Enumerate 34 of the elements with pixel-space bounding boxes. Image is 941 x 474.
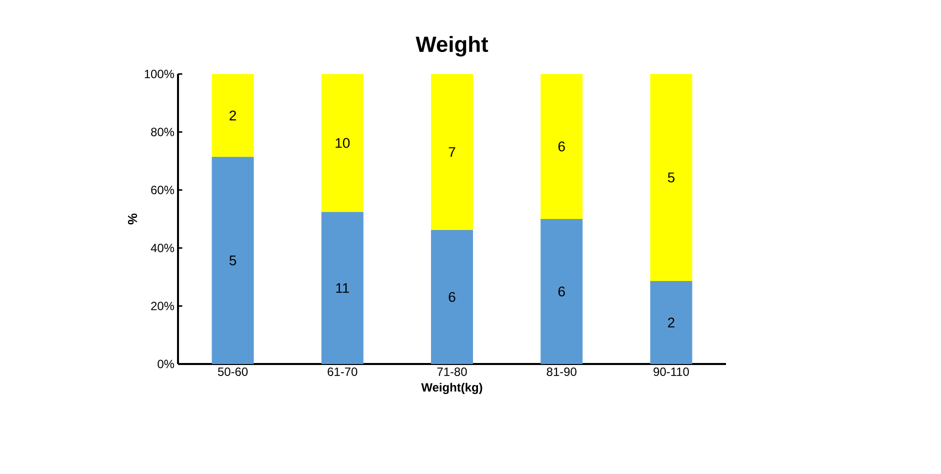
x-tick-label: 61-70 bbox=[328, 368, 358, 376]
bar bbox=[540, 218, 583, 364]
x-tick-label: 71-80 bbox=[437, 368, 467, 376]
bar bbox=[431, 74, 474, 230]
bar bbox=[650, 281, 692, 364]
bar bbox=[212, 156, 254, 364]
y-tick-label: 40% bbox=[150, 244, 174, 252]
annotation: 6 bbox=[558, 286, 565, 296]
annotation: 11 bbox=[336, 283, 349, 293]
x-tick-label: 50-60 bbox=[218, 368, 248, 376]
annotation: 6 bbox=[448, 292, 456, 302]
annotation: 6 bbox=[558, 142, 565, 152]
annotation: 2 bbox=[230, 110, 236, 120]
x-axis-title: Weight(kg) bbox=[421, 382, 482, 394]
bar bbox=[650, 74, 692, 282]
chart-title: Weight bbox=[416, 36, 488, 56]
x-tick-label: 90-110 bbox=[654, 368, 689, 376]
y-axis-title: % bbox=[128, 214, 138, 224]
annotation: 7 bbox=[448, 147, 456, 157]
y-tick-label: 20% bbox=[151, 302, 174, 310]
annotation: 5 bbox=[229, 256, 236, 266]
bar bbox=[321, 212, 364, 364]
annotation: 2 bbox=[668, 318, 674, 328]
annotation: 10 bbox=[336, 138, 350, 148]
bar bbox=[212, 74, 254, 157]
x-tick-label: 81-90 bbox=[546, 368, 576, 376]
annotation: 5 bbox=[668, 172, 674, 182]
y-tick-label: 60% bbox=[151, 186, 174, 194]
y-tick-label: 100% bbox=[144, 70, 174, 78]
bar bbox=[540, 74, 583, 219]
bar bbox=[321, 74, 364, 212]
bar bbox=[431, 230, 474, 364]
y-tick-label: 0% bbox=[158, 360, 174, 368]
y-tick-label: 80% bbox=[151, 128, 174, 136]
